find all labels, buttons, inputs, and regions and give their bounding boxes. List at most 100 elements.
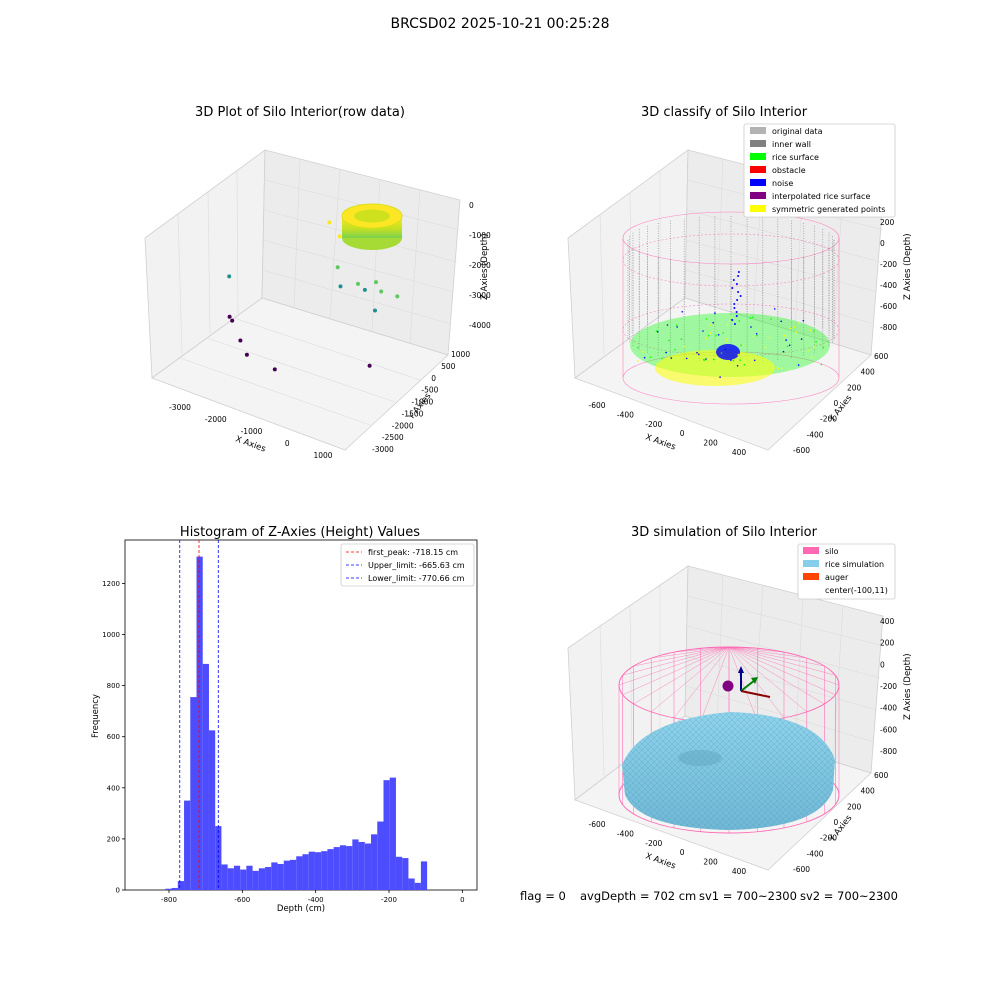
hist-x-label: Depth (cm): [277, 904, 325, 914]
classified-point: [820, 363, 823, 366]
raw-point: [367, 363, 372, 368]
sim-x-tick: 400: [732, 867, 747, 876]
hist-bar: [271, 862, 278, 890]
raw-x-tick: -1000: [241, 427, 263, 436]
legend-label: rice simulation: [825, 560, 884, 569]
hist-bar: [395, 856, 403, 890]
classified-point: [788, 368, 791, 371]
classify-z-ticks: 200 0 -200 -400 -600 -800: [880, 218, 897, 332]
classified-point: [782, 350, 785, 353]
silo-roof-wire: [651, 646, 730, 659]
classified-point: [786, 345, 789, 348]
noise-point: [733, 303, 736, 305]
noise-point: [736, 299, 739, 301]
hist-x-tick: 0: [460, 896, 464, 904]
classified-point: [739, 359, 741, 361]
classified-point: [712, 358, 715, 361]
hist-bar: [364, 843, 372, 890]
hist-bar: [190, 697, 197, 890]
classified-point: [768, 336, 771, 339]
status-avg-depth: avgDepth = 702 cm: [580, 889, 697, 903]
hist-y-tick: 0: [116, 887, 120, 895]
silo-roof-wire: [728, 646, 836, 676]
noise-point: [731, 287, 734, 289]
classified-point: [783, 334, 786, 337]
legend-swatch: [803, 573, 819, 580]
raw-point: [395, 294, 400, 299]
classified-point: [742, 344, 745, 346]
raw-point: [362, 287, 367, 292]
silo-roof-wire: [622, 646, 730, 676]
classified-point: [793, 326, 796, 328]
noise-point: [739, 295, 742, 297]
silo-roof-wire: [728, 646, 825, 705]
classified-point: [776, 366, 779, 369]
legend-swatch: [750, 166, 766, 173]
raw-z-label: Z Axies (Depth): [480, 233, 490, 300]
hist-x-tick: -600: [234, 896, 250, 904]
silo-roof-wire: [728, 646, 785, 719]
raw-point: [379, 289, 384, 294]
hist-y-tick: 600: [107, 733, 120, 741]
hist-bars: [165, 556, 428, 890]
classified-point: [705, 358, 707, 360]
classify-x-tick: 400: [732, 448, 747, 457]
classified-point: [813, 346, 815, 348]
classified-point: [780, 367, 783, 370]
classified-point: [712, 321, 714, 324]
hist-bar: [165, 888, 172, 890]
raw-point: [244, 352, 249, 357]
legend-label: rice surface: [772, 153, 819, 162]
classify-x-tick: 200: [703, 439, 718, 448]
classified-point: [755, 333, 758, 335]
silo-roof-wire: [633, 646, 730, 705]
hist-bar: [177, 881, 185, 890]
classified-point: [750, 326, 752, 328]
classify-z-tick: -200: [880, 260, 897, 269]
classified-point: [676, 324, 678, 326]
classified-point: [655, 330, 658, 332]
hist-bar: [196, 556, 203, 890]
classified-point: [709, 332, 712, 335]
legend-swatch: [750, 192, 766, 199]
classify-z-label: Z Axies (Depth): [903, 233, 913, 300]
noise-point: [733, 307, 736, 309]
sim-y-ticks: 600 400 200 0 -200 -400 -600: [793, 771, 889, 874]
hist-bar: [221, 864, 228, 890]
hist-y-label: Frequency: [91, 694, 101, 738]
legend-label: first_peak: -718.15 cm: [368, 548, 458, 557]
raw-point: [227, 314, 232, 319]
silo-roof-wire: [700, 646, 730, 649]
classified-point: [737, 354, 739, 356]
classified-point: [680, 338, 683, 340]
classified-point: [705, 318, 708, 320]
raw-y-tick: 0: [431, 374, 436, 383]
hist-bar: [233, 865, 241, 890]
classified-point: [726, 337, 728, 340]
classified-point: [736, 365, 739, 367]
raw-z-tick: 0: [469, 201, 474, 210]
legend-label: interpolated rice surface: [772, 192, 870, 201]
raw-z-ticks: 0 -1000 -2000 -3000 -4000: [469, 201, 491, 330]
hist-y-tick: 200: [107, 835, 120, 843]
legend-swatch: [803, 560, 819, 567]
silo-roof-wire: [622, 646, 730, 695]
raw-y-tick: -2000: [392, 421, 414, 430]
legend-label: Upper_limit: -665.63 cm: [368, 561, 465, 570]
classified-point: [777, 367, 780, 370]
sim-z-tick: 0: [880, 660, 885, 669]
classified-point: [668, 339, 670, 342]
noise-point: [735, 315, 738, 317]
classified-point: [811, 356, 813, 358]
sim-z-tick: 400: [880, 617, 895, 626]
classify-y-tick: -400: [807, 430, 824, 439]
raw-y-ticks: 1000 500 0 -500 -1000 -1500 -2000 -2500 -3000: [372, 350, 470, 454]
sim-y-tick: -600: [793, 865, 810, 874]
raw-point: [338, 284, 343, 289]
classified-point: [698, 353, 700, 356]
hist-bar: [352, 839, 359, 890]
raw-y-tick: -2500: [382, 433, 404, 442]
legend-swatch: [803, 547, 819, 554]
classified-point: [773, 308, 776, 310]
classified-point: [656, 330, 659, 333]
